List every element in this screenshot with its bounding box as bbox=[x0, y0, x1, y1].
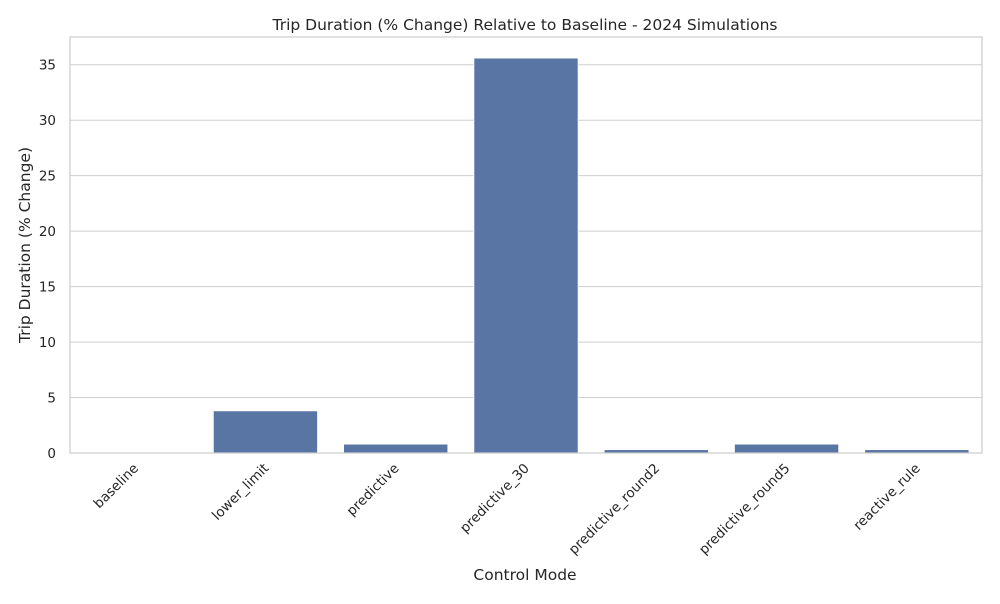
x-axis-title: Control Mode bbox=[473, 566, 576, 584]
y-tick-label: 20 bbox=[39, 224, 56, 240]
bar-predictive bbox=[343, 443, 449, 454]
y-axis-title: Trip Duration (% Change) bbox=[16, 147, 34, 344]
bar-predictive_round5 bbox=[734, 443, 840, 454]
x-tick-label: lower_limit bbox=[209, 461, 272, 524]
y-tick-labels: 0 5 10 15 20 25 30 35 bbox=[39, 58, 56, 462]
x-tick-labels: baseline lower_limit predictive predictive_… bbox=[91, 461, 924, 558]
bars bbox=[212, 57, 970, 454]
bar-predictive_30 bbox=[473, 57, 579, 454]
plot-area-frame bbox=[69, 36, 983, 454]
y-tick-label: 5 bbox=[47, 391, 56, 407]
x-tick-label: predictive bbox=[344, 461, 403, 520]
x-tick-label: predictive_round2 bbox=[566, 461, 663, 558]
y-tick-label: 10 bbox=[39, 335, 56, 351]
bar-lower_limit bbox=[212, 410, 318, 454]
y-tick-label: 15 bbox=[39, 280, 56, 296]
y-tick-label: 0 bbox=[47, 446, 56, 462]
y-tick-label: 30 bbox=[39, 113, 56, 129]
x-tick-label: predictive_round5 bbox=[696, 461, 793, 558]
y-tick-label: 25 bbox=[39, 169, 56, 185]
chart-title: Trip Duration (% Change) Relative to Bas… bbox=[272, 16, 778, 34]
x-tick-label: predictive_30 bbox=[457, 461, 533, 537]
x-tick-label: baseline bbox=[91, 461, 142, 512]
y-tick-label: 35 bbox=[39, 58, 56, 74]
x-tick-label: reactive_rule bbox=[850, 461, 923, 534]
